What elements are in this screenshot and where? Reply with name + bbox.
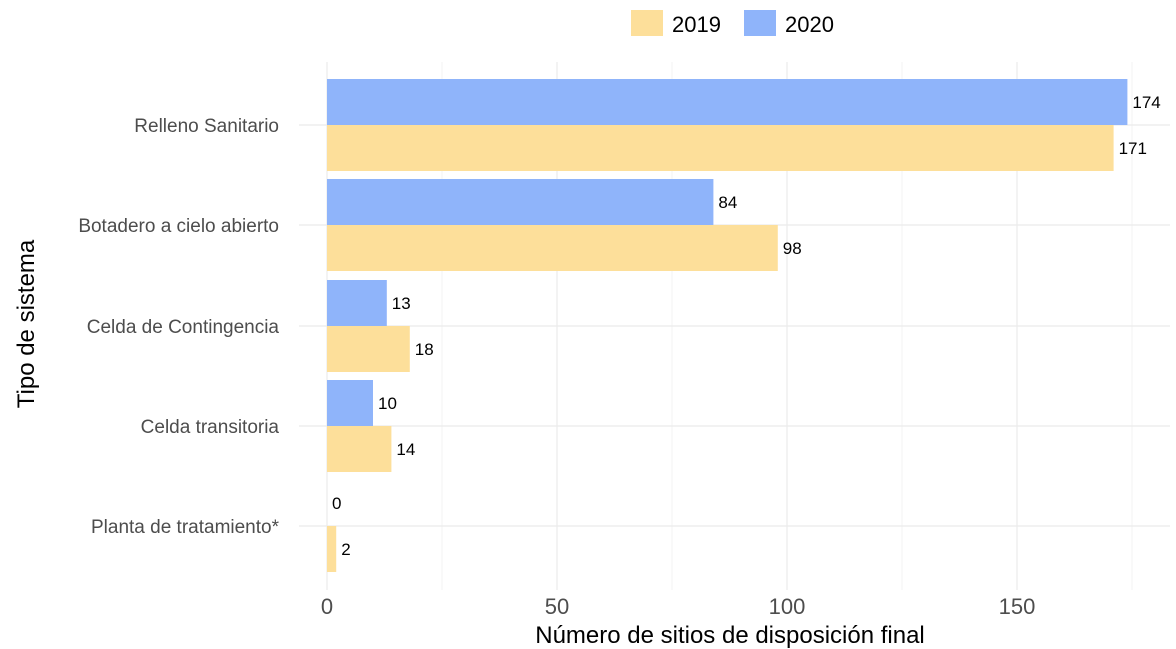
data-label-2020-4: 0 — [332, 494, 341, 513]
x-tick-label: 100 — [769, 594, 806, 619]
x-axis-tick-labels: 0 50 100 150 — [321, 594, 1035, 619]
legend-label-2020: 2020 — [785, 12, 834, 37]
bar-2019-2 — [327, 326, 410, 372]
y-tick-label: Celda transitoria — [141, 417, 280, 438]
data-label-2020-3: 10 — [378, 394, 397, 413]
bar-2019-4 — [327, 526, 337, 572]
data-label-2020-1: 84 — [718, 193, 737, 212]
legend: 2019 2020 — [631, 10, 834, 37]
data-label-2019-2: 18 — [415, 340, 434, 359]
x-axis-title: Número de sitios de disposición final — [535, 622, 925, 649]
x-tick-label: 150 — [999, 594, 1036, 619]
bar-2020-2 — [327, 280, 387, 326]
bar-2019-0 — [327, 125, 1114, 171]
data-label-2019-4: 2 — [341, 540, 350, 559]
data-label-2019-0: 171 — [1119, 139, 1147, 158]
y-tick-label: Botadero a cielo abierto — [78, 216, 279, 237]
data-labels: 174 171 84 98 13 18 10 14 0 2 — [332, 93, 1161, 559]
bar-2020-0 — [327, 79, 1128, 125]
y-axis-tick-labels: Relleno Sanitario Botadero a cielo abiert… — [78, 116, 279, 538]
data-label-2019-3: 14 — [396, 440, 415, 459]
bar-2020-1 — [327, 179, 714, 225]
data-label-2019-1: 98 — [783, 239, 802, 258]
data-label-2020-0: 174 — [1132, 93, 1160, 112]
legend-swatch-2019 — [631, 10, 663, 36]
y-axis-title: Tipo de sistema — [13, 239, 40, 408]
y-tick-label: Planta de tratamiento* — [91, 517, 280, 538]
y-tick-label: Celda de Contingencia — [87, 317, 280, 338]
bar-2019-1 — [327, 225, 778, 271]
legend-swatch-2020 — [744, 10, 776, 36]
x-tick-label: 50 — [545, 594, 569, 619]
bar-2020-3 — [327, 380, 373, 426]
legend-label-2019: 2019 — [672, 12, 721, 37]
x-tick-label: 0 — [321, 594, 333, 619]
data-label-2020-2: 13 — [392, 294, 411, 313]
bar-2019-3 — [327, 426, 392, 472]
y-tick-label: Relleno Sanitario — [134, 116, 279, 137]
bars — [327, 79, 1128, 572]
